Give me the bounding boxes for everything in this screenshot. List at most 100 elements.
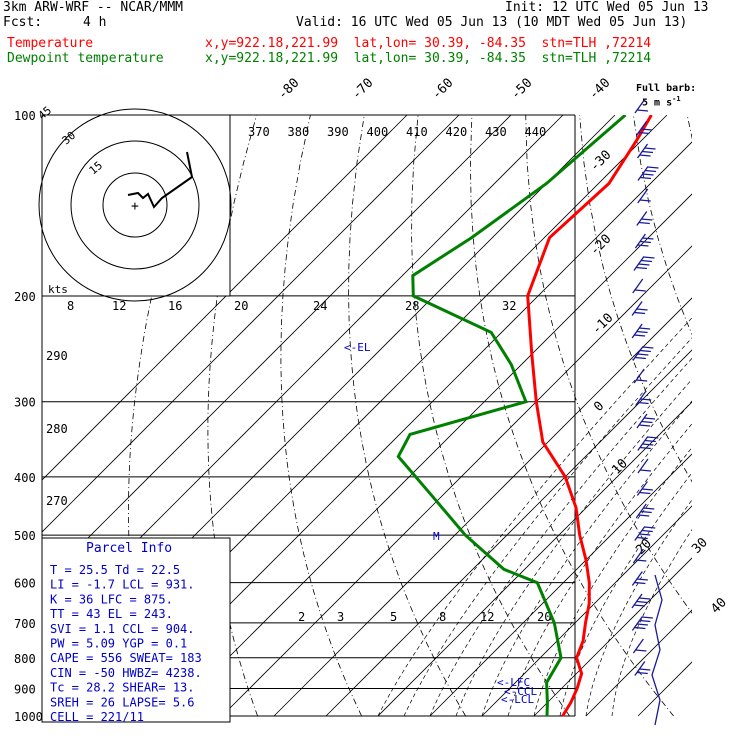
moist-adiabat-line — [481, 400, 692, 717]
wind-barb-icon — [638, 221, 650, 225]
legend-dewpoint-name: Dewpoint temperature — [7, 51, 164, 66]
wind-barb-icon — [639, 154, 651, 157]
parcel-info-title: Parcel Info — [86, 541, 172, 556]
theta-label: 280 — [46, 422, 68, 436]
trace-temperature — [526, 115, 653, 717]
wind-barb-icon — [639, 349, 651, 353]
moist-adiabat-line — [403, 337, 692, 717]
wind-barb-icon — [636, 330, 648, 334]
wind-barb-icon — [636, 308, 648, 311]
dry-adiabat-line — [579, 115, 692, 483]
wind-barb-icon — [641, 616, 653, 619]
theta-label: 440 — [525, 125, 547, 139]
wind-barb-icon — [640, 128, 652, 131]
mixing-ratio-label: 2 — [298, 610, 305, 624]
wind-barb-icon — [636, 578, 648, 581]
wind-barb-icon — [638, 597, 651, 600]
dry-adiabat-line — [348, 115, 466, 717]
moist-adiabat-line — [377, 317, 692, 717]
isotherm-label: 40 — [708, 595, 730, 617]
forecast-label: Fcst: — [3, 15, 43, 30]
isotherm-line — [325, 349, 692, 717]
pressure-label: 400 — [14, 471, 36, 485]
moist-adiabat-line — [455, 378, 692, 717]
isotherm-line — [377, 401, 692, 717]
wind-barb-icon — [637, 353, 649, 356]
wind-barb-icon — [639, 327, 651, 330]
wind-barb-icon — [640, 259, 653, 263]
theta-label: 370 — [248, 125, 270, 139]
trace-dewpoint-temperature — [396, 115, 627, 717]
wind-barb-icon — [636, 623, 648, 626]
wind-barb-icon — [643, 417, 656, 420]
theta-label: 390 — [327, 125, 349, 139]
isotherm-label: 10 — [609, 456, 631, 478]
pressure-label: 200 — [14, 290, 36, 304]
wind-barb-icon — [633, 368, 645, 384]
parcel-info-row: Tc = 28.2 SHEAR= 13. — [50, 681, 195, 695]
hodograph-speed-label: 20 — [234, 299, 248, 313]
wind-barb-icon — [632, 638, 644, 654]
isotherm-label: -80 — [275, 76, 302, 103]
wind-barb-icon — [638, 263, 650, 266]
mixing-ratio-label: 8 — [439, 610, 446, 624]
wind-barb-icon — [639, 199, 651, 202]
isotherm-line — [42, 115, 460, 533]
wind-barb-icon — [639, 240, 651, 244]
pressure-label: 600 — [14, 577, 36, 591]
wind-barb-icon — [634, 311, 646, 315]
isotherm-line — [221, 245, 692, 717]
moist-adiabat-line — [533, 446, 692, 717]
wind-barb-icon — [635, 559, 647, 562]
wind-barb-icon — [637, 401, 649, 405]
isotherm-line — [585, 609, 692, 717]
wind-barb-icon — [634, 334, 646, 337]
isotherm-label: 0 — [591, 399, 607, 415]
moist-adiabat-line — [429, 357, 692, 717]
wind-barb-icon — [639, 469, 652, 472]
wind-barb-icon — [638, 131, 650, 135]
isotherm-label: -40 — [586, 76, 613, 103]
wind-barbs — [631, 98, 663, 726]
isotherm-label: -30 — [587, 148, 614, 175]
wind-barb-icon — [636, 109, 649, 112]
isotherm-label: -70 — [349, 76, 376, 103]
wind-barb-icon — [640, 510, 652, 514]
pressure-label: 1000 — [14, 710, 43, 724]
full-barb-units: 5 m s-1 — [642, 95, 681, 109]
wind-barb-icon — [644, 169, 657, 173]
hodograph-origin-icon: + — [131, 199, 139, 214]
hodograph-speed-label: 16 — [168, 299, 182, 313]
full-barb-label: Full barb: — [636, 83, 697, 94]
ccl-marker: <-CCL — [504, 685, 537, 698]
m-marker: M — [433, 530, 440, 543]
isotherm-label: -50 — [508, 76, 535, 103]
isotherm-line — [637, 661, 692, 717]
dry-adiabat-line — [525, 115, 692, 614]
isotherm-line — [42, 115, 512, 585]
wind-barb-icon — [644, 526, 656, 529]
mixing-ratio-label: 12 — [480, 610, 494, 624]
valid-time: Valid: 16 UTC Wed 05 Jun 13 (10 MDT Wed … — [296, 15, 688, 30]
wind-barb-icon — [634, 356, 646, 360]
wind-barb-icon — [642, 443, 654, 446]
lcl-marker: <-LCL — [501, 693, 534, 706]
isotherm-line — [429, 453, 692, 717]
hodograph-speed-label: 8 — [67, 299, 74, 313]
pressure-label: 900 — [14, 682, 36, 696]
dry-adiabat-line — [469, 115, 674, 717]
wind-barb-icon — [638, 424, 651, 427]
wind-barb-icon — [641, 150, 654, 154]
parcel-info-row: K = 36 LFC = 875. — [50, 592, 173, 606]
theta-label: 380 — [288, 125, 310, 139]
wind-barb-icon — [642, 173, 654, 176]
legend-dewpoint-info: x,y=922.18,221.99 lat,lon= 30.39, -84.35… — [205, 51, 652, 66]
parcel-info-row: CAPE = 556 SWEAT= 183 — [50, 651, 202, 665]
parcel-info-row: LI = -1.7 LCL = 931. — [50, 578, 195, 592]
mixing-ratio-label: 20 — [537, 610, 551, 624]
parcel-info-box — [41, 537, 231, 723]
theta-label: 420 — [446, 125, 468, 139]
dry-adiabat-line — [686, 115, 692, 140]
